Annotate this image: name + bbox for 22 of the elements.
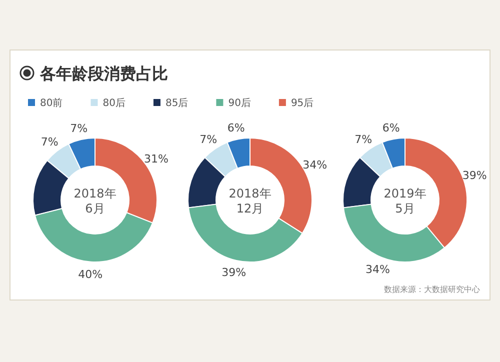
data-label: 7% (200, 132, 218, 146)
data-label: 31% (144, 152, 168, 166)
legend-label: 80后 (102, 97, 126, 109)
data-label: 7% (70, 122, 88, 135)
text: 各年龄段消费占比 (39, 64, 168, 83)
data-label: 39% (462, 168, 487, 182)
text: 2018年 6月 (74, 186, 116, 216)
data-label: 40% (78, 268, 103, 281)
legend-label: 90后 (228, 97, 251, 109)
data-label: 7% (354, 132, 372, 146)
legend-label: 80前 (40, 97, 63, 109)
source-note: 数据来源：大数据研究中心 (384, 285, 480, 294)
legend-label: 85后 (165, 97, 188, 109)
data-label: 7% (40, 136, 58, 149)
legend-label: 95后 (290, 97, 314, 109)
data-label: 6% (382, 121, 400, 134)
text: 2018年 12月 (228, 186, 272, 216)
text: 2019年 5月 (384, 186, 426, 216)
data-label: 6% (227, 121, 245, 134)
data-label: 34% (302, 158, 328, 172)
data-label: 39% (222, 266, 246, 280)
data-label: 34% (366, 262, 390, 276)
